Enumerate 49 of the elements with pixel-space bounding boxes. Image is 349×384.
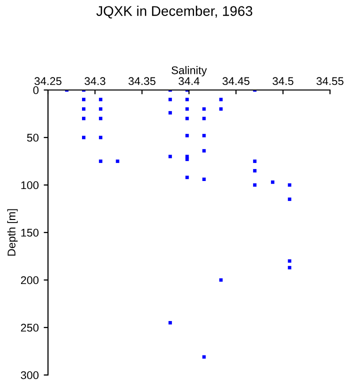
point xyxy=(98,136,102,140)
point xyxy=(185,116,189,120)
point xyxy=(168,321,172,324)
point xyxy=(168,111,172,114)
point xyxy=(168,154,172,158)
point xyxy=(98,98,102,102)
point xyxy=(185,98,189,102)
chart-title: JQXK in December, 1963 xyxy=(96,6,252,18)
point xyxy=(202,178,206,181)
point xyxy=(82,136,86,140)
point xyxy=(98,116,102,120)
x-tick-label: 34.3 xyxy=(84,77,106,86)
point xyxy=(98,107,102,111)
point xyxy=(202,149,206,152)
point xyxy=(82,98,86,102)
x-tick-label: 34.55 xyxy=(316,77,344,86)
point xyxy=(202,355,206,359)
x-tick-label: 34.5 xyxy=(272,77,294,86)
point xyxy=(185,107,189,111)
point xyxy=(253,183,256,187)
x-tick-label: 34.45 xyxy=(222,77,250,86)
y-tick-label: 150 xyxy=(21,228,39,237)
point xyxy=(185,158,189,162)
point xyxy=(168,98,172,102)
y-axis-title: Depth [m] xyxy=(7,209,18,256)
point xyxy=(253,160,256,163)
point xyxy=(253,169,256,172)
point xyxy=(288,183,292,187)
y-tick-label: 250 xyxy=(20,324,39,332)
point xyxy=(202,134,206,138)
point xyxy=(288,198,292,201)
point xyxy=(98,160,102,163)
x-tick-label: 34.35 xyxy=(128,77,156,86)
y-tick-label: 100 xyxy=(21,181,39,190)
point xyxy=(185,134,189,138)
y-tick-label: 300 xyxy=(20,371,39,380)
y-tick-label: 200 xyxy=(20,276,39,284)
y-tick-label: 50 xyxy=(27,134,39,142)
y-tick-label: 0 xyxy=(33,86,39,94)
point xyxy=(116,160,120,163)
point xyxy=(270,180,274,184)
point xyxy=(288,266,292,270)
point xyxy=(185,176,189,180)
x-tick-label: 34.25 xyxy=(34,77,62,86)
x-tick-label: 34.4 xyxy=(178,77,200,86)
point xyxy=(82,116,86,120)
x-axis-title: Salinity xyxy=(172,66,207,76)
point xyxy=(288,259,292,263)
point xyxy=(82,107,86,111)
